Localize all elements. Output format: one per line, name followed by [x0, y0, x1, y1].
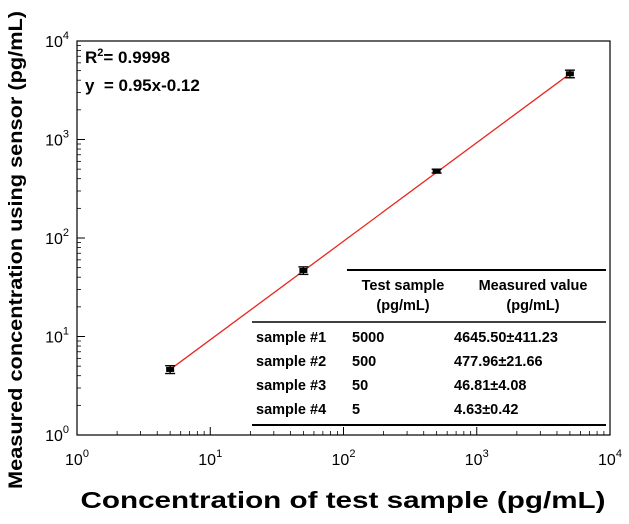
plot-frame [76, 40, 611, 436]
x-tick-label-base: 10 [465, 452, 483, 469]
table-cell-test-value: 50 [352, 378, 368, 394]
table-cell-sample-name: sample #1 [256, 330, 326, 346]
y-tick-label-base: 10 [45, 133, 63, 150]
table-cell-sample-name: sample #2 [256, 354, 326, 370]
table-cell-sample-name: sample #4 [256, 402, 326, 418]
fit-line [169, 73, 571, 370]
y-tick-label-exponent: 4 [63, 30, 69, 42]
y-tick-label-base: 10 [45, 428, 63, 445]
x-tick-label-base: 10 [332, 452, 350, 469]
x-tick-label: 102 [332, 448, 356, 469]
r-squared-annotation: R2= 0.9998 [85, 47, 170, 67]
y-tick-label: 103 [45, 129, 69, 150]
r-squared-superscript: 2 [97, 47, 103, 59]
table-cell-test-value: 500 [352, 354, 376, 370]
y-tick-label: 101 [45, 326, 69, 347]
y-tick-label-base: 10 [45, 330, 63, 347]
x-tick-label: 100 [65, 448, 89, 469]
fit-line-layer [169, 73, 571, 370]
table-rows: sample #1 5000 4645.50±411.23 sample #2 500 4… [256, 330, 558, 418]
x-tick-label: 104 [598, 448, 622, 469]
results-table: Test sample (pg/mL) Measured value (pg/m… [252, 269, 606, 426]
table-cell-measured-value: 46.81±4.08 [454, 378, 526, 394]
table-header-measured-line2: (pg/mL) [506, 298, 559, 314]
y-tick-label-exponent: 1 [63, 326, 69, 338]
data-point [166, 366, 175, 372]
fit-equation: y = 0.95x-0.12 [85, 76, 200, 95]
x-axis-title: Concentration of test sample (pg/mL) [81, 487, 606, 513]
y-tick-label-exponent: 2 [63, 227, 69, 239]
data-point [299, 267, 308, 273]
y-tick-label: 104 [45, 30, 69, 51]
table-cell-sample-name: sample #3 [256, 378, 326, 394]
x-tick-label-exponent: 1 [216, 448, 222, 460]
x-axis: 100 101 102 103 104 [65, 427, 622, 469]
x-tick-label-base: 10 [598, 452, 616, 469]
y-tick-label-base: 10 [45, 231, 63, 248]
table-cell-measured-value: 477.96±21.66 [454, 354, 543, 370]
x-tick-label-base: 10 [198, 452, 216, 469]
x-tick-label-base: 10 [65, 452, 83, 469]
x-tick-label-exponent: 3 [483, 448, 489, 460]
x-tick-label-exponent: 4 [616, 448, 622, 460]
r-squared-value: = 0.9998 [103, 48, 170, 67]
table-header-test-line2: (pg/mL) [376, 298, 429, 314]
y-axis-title: Measured concentration using sensor (pg/… [6, 11, 27, 489]
x-tick-label-exponent: 2 [349, 448, 355, 460]
table-cell-test-value: 5 [352, 402, 360, 418]
y-tick-label-exponent: 3 [63, 129, 69, 141]
data-point [432, 168, 441, 174]
data-points-layer [165, 69, 575, 375]
y-tick-label: 100 [45, 424, 69, 445]
x-tick-label: 103 [465, 448, 489, 469]
table-header-test-line1: Test sample [362, 278, 445, 294]
x-tick-label: 101 [198, 448, 222, 469]
x-tick-label-exponent: 0 [83, 448, 89, 460]
table-cell-measured-value: 4.63±0.42 [454, 402, 518, 418]
table-cell-test-value: 5000 [352, 330, 384, 346]
r-squared-symbol: R [85, 48, 97, 67]
y-tick-label-exponent: 0 [63, 424, 69, 436]
y-tick-label: 102 [45, 227, 69, 248]
data-point [565, 71, 574, 77]
table-header-measured-line1: Measured value [479, 278, 588, 294]
table-cell-measured-value: 4645.50±411.23 [454, 330, 558, 346]
y-tick-label-base: 10 [45, 34, 63, 51]
